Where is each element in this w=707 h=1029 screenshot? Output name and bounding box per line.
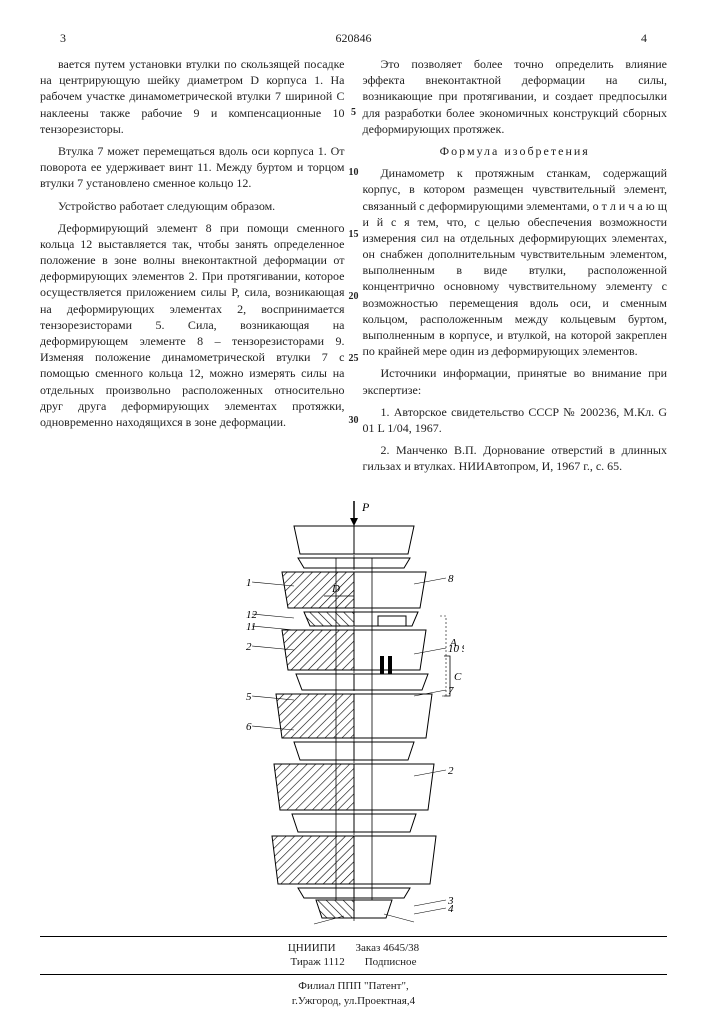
column-left: вается путем установки втулки по скользя… [40, 56, 345, 481]
footer-order: Заказ 4645/38 [356, 941, 420, 956]
svg-text:1: 1 [246, 577, 252, 589]
columns-wrapper: 5 10 15 20 25 30 вается путем установки втулк… [40, 56, 667, 481]
line-marker: 10 [349, 166, 359, 180]
svg-text:5: 5 [246, 691, 252, 703]
svg-text:10 9: 10 9 [448, 643, 464, 655]
page-footer: ЦНИИПИ Заказ 4645/38 Тираж 1112 Подписно… [40, 936, 667, 1009]
para: Деформирующий элемент 8 при помощи сменн… [40, 220, 345, 430]
page-num-left: 3 [60, 30, 66, 46]
para: Устройство работает следующим образом. [40, 198, 345, 214]
footer-address: г.Ужгород, ул.Проектная,4 [40, 994, 667, 1009]
footer-tirage: Тираж 1112 [290, 955, 344, 970]
line-marker: 30 [349, 414, 359, 428]
line-marker: 20 [349, 290, 359, 304]
svg-text:7: 7 [448, 685, 454, 697]
doc-number: 620846 [336, 30, 372, 46]
page-num-right: 4 [641, 30, 647, 46]
para: Это позволяет более точно определить вли… [363, 56, 668, 137]
line-marker: 15 [349, 228, 359, 242]
line-marker: 5 [351, 106, 356, 120]
svg-text:4: 4 [448, 903, 454, 915]
footer-sub: Подписное [365, 955, 417, 970]
formula-heading: Формула изобретения [363, 143, 668, 159]
svg-text:8: 8 [448, 573, 454, 585]
svg-text:P: P [361, 500, 370, 514]
para: 1. Авторское свидетельство СССР № 200236… [363, 404, 668, 436]
para: Втулка 7 может перемещаться вдоль оси ко… [40, 143, 345, 192]
page-header: 3 620846 4 [40, 30, 667, 48]
para: Динамометр к протяжным станкам, содержащ… [363, 165, 668, 359]
footer-org: ЦНИИПИ [288, 941, 336, 956]
para: 2. Манченко В.П. Дорнование отверстий в … [363, 442, 668, 474]
svg-text:C: C [454, 671, 462, 683]
svg-text:D: D [331, 583, 340, 595]
svg-text:11: 11 [246, 621, 256, 633]
svg-text:2: 2 [448, 765, 454, 777]
para: вается путем установки втулки по скользя… [40, 56, 345, 137]
para: Источники информации, принятые во вниман… [363, 365, 668, 397]
line-marker: 25 [349, 352, 359, 366]
technical-drawing: PDCA11221156810 97234 [40, 496, 667, 926]
column-right: Это позволяет более точно определить вли… [363, 56, 668, 481]
footer-filial: Филиал ППП "Патент", [40, 979, 667, 994]
svg-text:12: 12 [246, 609, 258, 621]
svg-text:2: 2 [246, 641, 252, 653]
svg-text:6: 6 [246, 721, 252, 733]
